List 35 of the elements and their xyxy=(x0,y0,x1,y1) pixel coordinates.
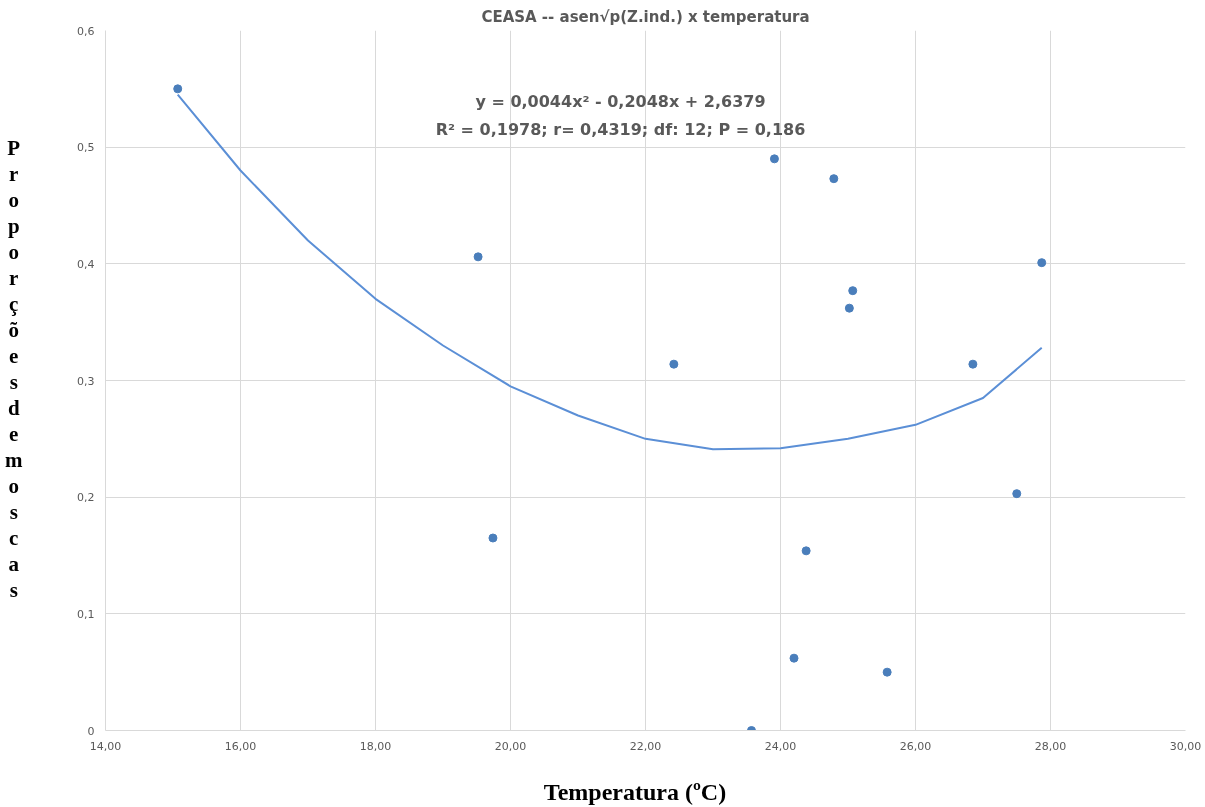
point xyxy=(1012,489,1022,499)
y-tick-label: 0,1 xyxy=(77,607,95,621)
point xyxy=(882,667,892,677)
point xyxy=(848,286,858,296)
x-tick-label: 30,00 xyxy=(1169,739,1202,753)
point xyxy=(173,84,183,94)
point xyxy=(1037,258,1047,268)
point xyxy=(829,174,839,184)
y-tick-label: 0,5 xyxy=(77,141,95,155)
point xyxy=(801,546,811,556)
point xyxy=(789,653,799,663)
y-tick-label: 0,3 xyxy=(77,374,95,388)
chart-title: CEASA -- asen√p(Z.ind.) x temperatura xyxy=(481,7,810,26)
x-axis-title: Temperatura (ºC) xyxy=(542,778,728,807)
y-tick-label: 0,2 xyxy=(77,491,95,505)
y-tick-label: 0 xyxy=(87,724,95,738)
annotation: y = 0,0044x² - 0,2048x + 2,6379 xyxy=(475,91,766,111)
x-tick-label: 26,00 xyxy=(899,739,932,753)
point xyxy=(769,154,779,164)
x-tick-label: 28,00 xyxy=(1034,739,1067,753)
point xyxy=(488,533,498,543)
x-tick-label: 16,00 xyxy=(224,739,257,753)
x-tick-label: 14,00 xyxy=(89,739,122,753)
point xyxy=(844,303,854,313)
point xyxy=(473,252,483,262)
x-tick-label: 18,00 xyxy=(359,739,392,753)
x-tick-label: 24,00 xyxy=(764,739,797,753)
point xyxy=(968,359,978,369)
y-tick-label: 0,6 xyxy=(77,24,95,38)
x-tick-label: 22,00 xyxy=(629,739,662,753)
annotation: R² = 0,1978; r= 0,4319; df: 12; P = 0,186 xyxy=(435,119,806,139)
text: Proporções de moscas xyxy=(5,136,23,602)
point xyxy=(669,359,679,369)
y-tick-label: 0,4 xyxy=(77,257,95,271)
x-tick-label: 20,00 xyxy=(494,739,527,753)
